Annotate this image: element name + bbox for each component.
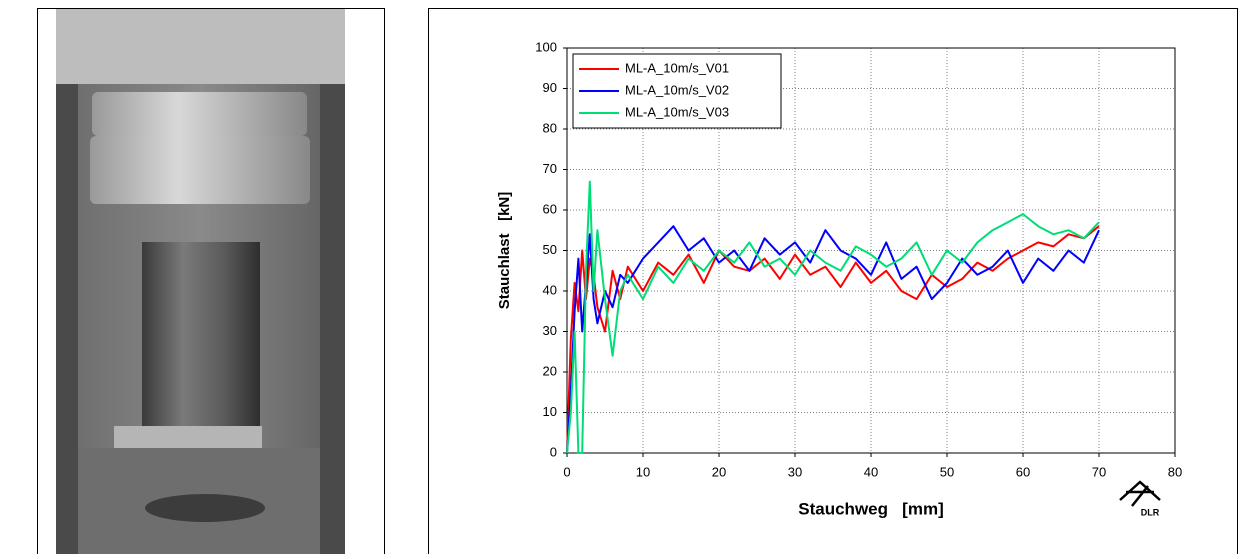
series-line bbox=[566, 180, 1100, 454]
plot-border bbox=[566, 47, 1176, 454]
y-tick-label: 10 bbox=[543, 404, 557, 419]
photo-disc-upper bbox=[92, 92, 307, 136]
y-tick-label: 40 bbox=[543, 282, 557, 297]
y-tick-label: 60 bbox=[543, 201, 557, 216]
x-tick-label: 30 bbox=[788, 464, 802, 479]
chart-frame bbox=[428, 8, 1238, 559]
y-axis-label: Stauchlast [kN] bbox=[496, 192, 513, 310]
y-tick-label: 0 bbox=[550, 444, 557, 459]
logo-shape bbox=[1119, 480, 1161, 507]
x-tick-label: 50 bbox=[940, 464, 954, 479]
logo-text: DLR bbox=[1141, 507, 1160, 517]
photo bbox=[56, 9, 345, 554]
y-tick-label: 90 bbox=[543, 80, 557, 95]
x-tick-label: 0 bbox=[563, 464, 570, 479]
y-tick-label: 70 bbox=[543, 161, 557, 176]
x-tick-label: 80 bbox=[1168, 464, 1182, 479]
photo-base-plate bbox=[114, 426, 262, 448]
x-axis-label: Stauchweg [mm] bbox=[798, 499, 943, 518]
y-tick-label: 100 bbox=[535, 39, 557, 54]
photo-specimen bbox=[142, 242, 260, 427]
y-tick-label: 50 bbox=[543, 242, 557, 257]
x-tick-label: 40 bbox=[864, 464, 878, 479]
legend-label: ML-A_10m/s_V01 bbox=[625, 60, 729, 75]
photo-right-frame bbox=[320, 84, 345, 554]
y-tick-label: 30 bbox=[543, 323, 557, 338]
photo-top-plate bbox=[56, 9, 345, 84]
x-tick-label: 60 bbox=[1016, 464, 1030, 479]
chart: 0 10 20 30 40 50 60 70 80 90 100 0 10 20 30 40 50 60 70 80 S… bbox=[496, 39, 1182, 518]
y-tick-label: 20 bbox=[543, 363, 557, 378]
legend-label: ML-A_10m/s_V02 bbox=[625, 82, 729, 97]
photo-shadow bbox=[145, 494, 265, 522]
photo-disc-lower bbox=[90, 136, 310, 204]
x-tick-label: 70 bbox=[1092, 464, 1106, 479]
x-tick-label: 10 bbox=[636, 464, 650, 479]
logo-mark bbox=[1119, 480, 1161, 507]
y-tick-label: 80 bbox=[543, 120, 557, 135]
series-line bbox=[566, 225, 1100, 454]
photo-left-frame bbox=[56, 84, 78, 554]
x-tick-label: 20 bbox=[712, 464, 726, 479]
legend-label: ML-A_10m/s_V03 bbox=[625, 104, 729, 119]
